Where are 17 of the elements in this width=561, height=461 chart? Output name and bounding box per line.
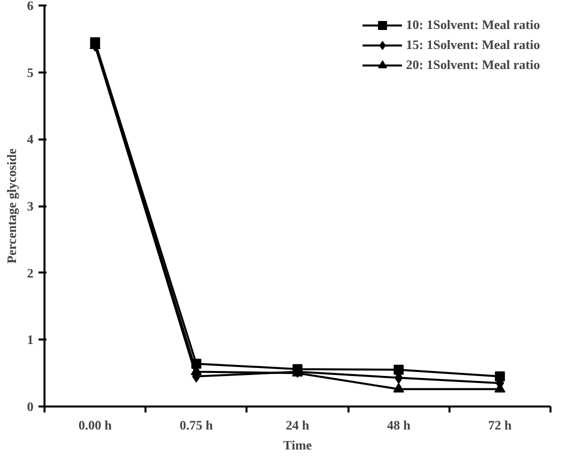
legend-label: 20: 1Solvent: Meal ratio xyxy=(406,57,540,73)
y-tick-label: 4 xyxy=(27,132,34,147)
legend-label: 10: 1Solvent: Meal ratio xyxy=(406,17,540,33)
x-tick-label: 72 h xyxy=(488,418,512,432)
y-tick-label: 6 xyxy=(27,0,34,13)
x-tick-label: 24 h xyxy=(286,418,310,432)
x-tick-label: 0.00 h xyxy=(78,418,112,432)
y-tick-label: 0 xyxy=(27,399,34,414)
y-tick-label: 3 xyxy=(27,198,34,214)
legend-label: 15: 1Solvent: Meal ratio xyxy=(406,37,540,53)
y-tick-label: 1 xyxy=(27,332,34,348)
x-tick-label: 0.75 h xyxy=(180,418,214,432)
x-axis-title: Time xyxy=(283,438,312,452)
x-tick-label: 48 h xyxy=(386,418,412,432)
y-tick-label: 2 xyxy=(27,265,34,280)
y-axis-title: Percentage glycoside xyxy=(4,148,19,264)
y-tick-label: 5 xyxy=(27,64,34,80)
